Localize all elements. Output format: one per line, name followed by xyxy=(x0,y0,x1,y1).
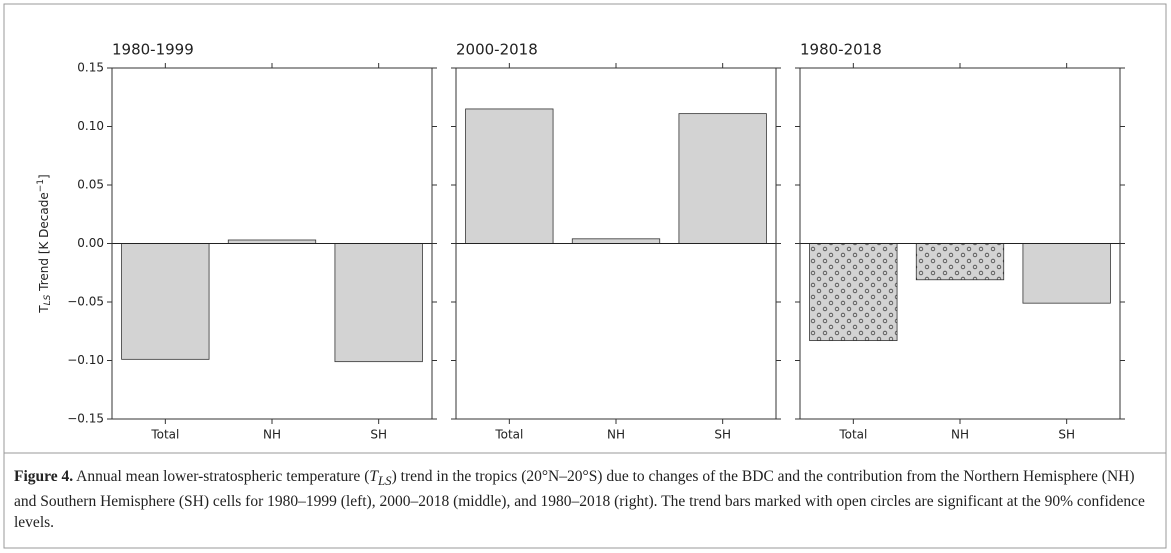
plot-frame xyxy=(111,67,433,420)
caption-label: Figure 4. xyxy=(14,468,74,485)
bar xyxy=(678,113,767,244)
y-tick-label: 0.15 xyxy=(77,61,104,75)
caption-subscript: LS xyxy=(377,473,392,489)
y-tick-label: −0.15 xyxy=(67,412,104,426)
y-tick-label: −0.05 xyxy=(67,295,104,309)
bar xyxy=(465,108,554,244)
y-tick-label: 0.00 xyxy=(77,236,104,250)
x-tick-label: SH xyxy=(1058,428,1075,442)
panel-title: 1980-2018 xyxy=(800,41,882,59)
x-tick-label: NH xyxy=(951,428,969,442)
caption-text: Annual mean lower-stratospheric temperat… xyxy=(73,468,370,485)
y-tick-label: 0.10 xyxy=(77,119,104,133)
y-label-text: Trend [K Decade xyxy=(37,192,51,294)
y-label-symbol: T xyxy=(37,305,51,314)
x-tick-label: NH xyxy=(607,428,625,442)
x-tick-label: Total xyxy=(838,428,867,442)
panel-title: 1980-1999 xyxy=(112,41,194,59)
caption-text: ) trend in the tropics (20°N–20°S) due t… xyxy=(14,468,1145,532)
bar xyxy=(1022,243,1111,304)
y-axis-label: TLS Trend [K Decade−1] xyxy=(36,174,53,313)
x-tick-label: NH xyxy=(263,428,281,442)
y-label-end: ] xyxy=(37,174,51,179)
plot-frame xyxy=(455,67,777,420)
bar xyxy=(915,243,1005,281)
x-tick-label: SH xyxy=(714,428,731,442)
bar xyxy=(334,243,423,363)
bar xyxy=(121,243,210,360)
bar xyxy=(571,238,661,244)
x-tick-label: Total xyxy=(494,428,523,442)
x-tick-label: SH xyxy=(370,428,387,442)
panel-title: 2000-2018 xyxy=(456,41,538,59)
plot-frame xyxy=(799,67,1121,420)
bar xyxy=(809,243,898,342)
y-label-superscript: −1 xyxy=(36,179,46,192)
y-label-subscript: LS xyxy=(43,294,53,305)
y-tick-label: 0.05 xyxy=(77,178,104,192)
bar xyxy=(227,239,317,244)
caption: Figure 4. Annual mean lower-stratospheri… xyxy=(14,466,1154,533)
frame xyxy=(3,3,1167,549)
y-tick-label: −0.10 xyxy=(67,353,104,367)
x-tick-label: Total xyxy=(150,428,179,442)
caption-symbol: T xyxy=(369,468,378,485)
